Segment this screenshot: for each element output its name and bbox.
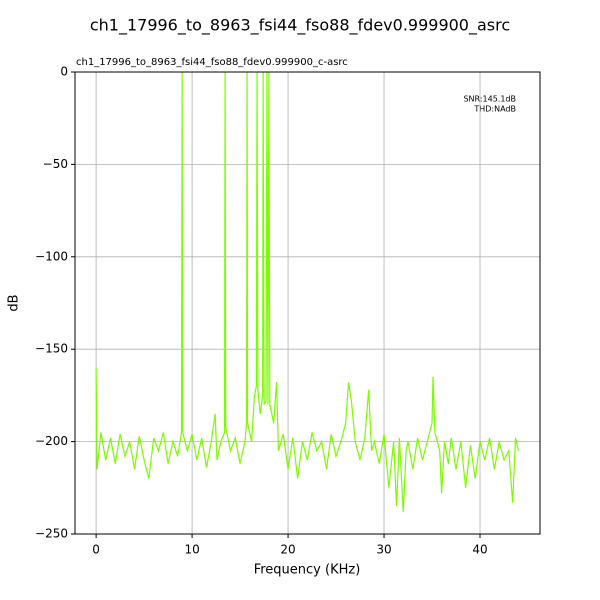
y-tick-label: −150 [35,342,68,356]
y-tick-label: −250 [35,527,68,541]
y-tick-label: −50 [43,157,68,171]
x-axis-label: Frequency (KHz) [254,563,361,578]
x-tick-label: 20 [280,543,295,557]
y-tick-label: −100 [35,249,68,263]
chart-title: ch1_17996_to_8963_fsi44_fso88_fdev0.9999… [90,16,510,36]
x-tick-label: 40 [472,543,487,557]
y-tick-label: −200 [35,434,68,448]
x-tick-label: 30 [376,543,391,557]
axes-title: ch1_17996_to_8963_fsi44_fso88_fdev0.9999… [76,57,348,68]
spectrum-line [95,72,519,512]
y-axis-label: dB [7,294,22,311]
x-tick-label: 0 [92,543,100,557]
annotation: THD:NAdB [473,105,516,114]
x-tick-label: 10 [184,543,199,557]
annotation: SNR:145.1dB [463,95,516,104]
plot-frame [74,71,541,535]
y-tick-label: 0 [60,65,68,79]
